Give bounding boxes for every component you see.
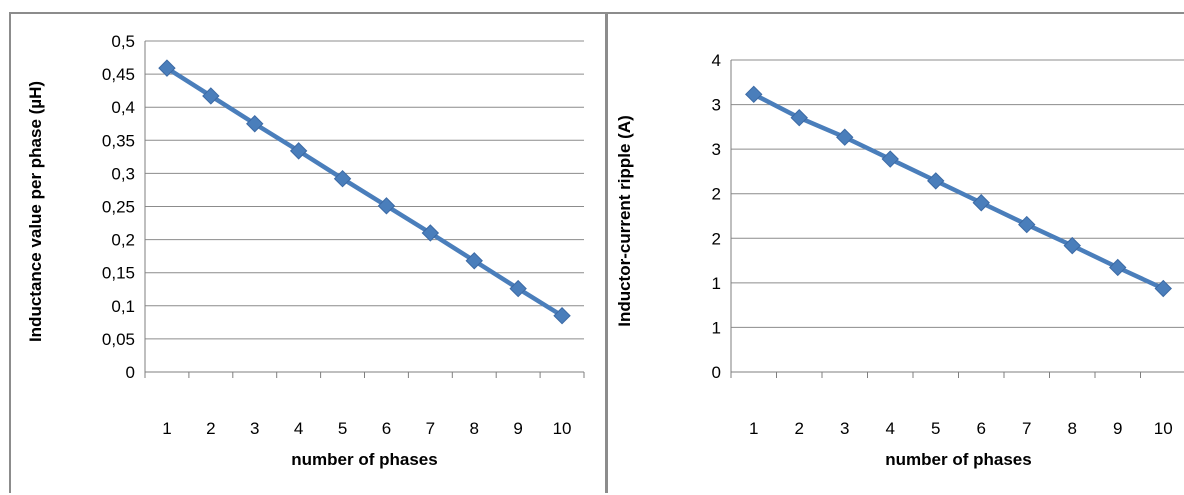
y-tick-label: 0,4 [111,98,135,117]
y-tick-label: 0,45 [102,65,135,84]
x-axis-title: number of phases [291,450,437,469]
data-point-marker [289,142,308,160]
y-tick-label: 0,1 [111,297,135,316]
data-point-marker [1154,279,1172,298]
series-line [165,66,564,318]
y-tick-label: 0 [126,363,135,382]
data-point-marker [745,85,763,104]
data-point-marker [202,87,220,105]
x-axis-title: number of phases [885,450,1031,469]
y-tick-label: 0,05 [102,330,135,349]
y-tick-label: 3 [712,140,721,159]
x-tick-label: 9 [513,419,522,438]
ripple-chart: 0 1 1 2 2 3 3 4 1 2 3 4 5 6 7 8 9 10 number of phases Induc… [615,51,1184,469]
x-tick-label: 10 [1154,419,1173,438]
data-point-marker [1109,258,1127,277]
y-tick-label: 0,35 [102,131,135,150]
x-tick-label: 6 [977,419,986,438]
x-tick-label: 8 [470,419,479,438]
x-tick-label: 6 [382,419,391,438]
series-line [752,92,1165,291]
x-tick-label: 4 [886,419,895,438]
data-point-marker [1063,236,1081,255]
x-tick-label: 4 [294,419,303,438]
data-point-marker [972,194,990,212]
y-tick-label: 4 [712,51,721,70]
inductance-chart: 0 0,05 0,1 0,15 0,2 0,25 0,3 0,35 0,4 0,45 0,5 1 2 3 4… [26,32,585,469]
chart-panel-inductance: 0 0,05 0,1 0,15 0,2 0,25 0,3 0,35 0,4 0,45 0,5 1 2 3 4… [9,12,607,493]
y-tick-label: 1 [712,318,721,337]
y-tick-label: 3 [712,96,721,115]
x-tick-label: 7 [1022,419,1031,438]
y-tick-label: 0,5 [111,32,135,51]
y-tick-label: 0,15 [102,264,135,283]
data-point-marker [333,169,352,188]
x-tick-label: 3 [250,419,259,438]
x-tick-label: 2 [795,419,804,438]
x-tick-label: 1 [749,419,758,438]
y-axis-title: Inductor-current ripple (A) [615,115,634,327]
data-point-marker [836,128,854,146]
x-tick-label: 10 [553,419,572,438]
x-tick-label: 5 [931,419,940,438]
x-tick-label: 3 [840,419,849,438]
x-tick-label: 7 [426,419,435,438]
data-point-marker [158,59,176,77]
data-point-marker [790,109,808,127]
y-tick-label: 0,2 [111,231,135,250]
y-tick-label: 2 [712,185,721,204]
y-tick-label: 1 [712,274,721,293]
data-point-marker [927,172,945,190]
data-point-marker [421,224,440,242]
data-point-marker [509,279,527,298]
y-tick-label: 0,3 [111,164,135,183]
x-tick-label: 9 [1113,419,1122,438]
y-tick-label: 0 [712,363,721,382]
data-point-marker [465,252,483,270]
data-point-marker [553,307,571,325]
x-tick-label: 5 [338,419,347,438]
data-point-marker [246,115,264,133]
y-tick-label: 0,25 [102,198,135,217]
x-tick-label: 8 [1068,419,1077,438]
x-tick-label: 1 [162,419,171,438]
data-point-marker [881,150,899,168]
chart-panel-ripple: 0 1 1 2 2 3 3 4 1 2 3 4 5 6 7 8 9 10 number of phases Induc… [606,12,1184,493]
data-point-marker [377,197,396,215]
y-axis-title: Inductance value per phase (µH) [26,81,45,342]
x-tick-label: 2 [206,419,215,438]
y-tick-label: 2 [712,229,721,248]
data-point-marker [1018,215,1036,234]
